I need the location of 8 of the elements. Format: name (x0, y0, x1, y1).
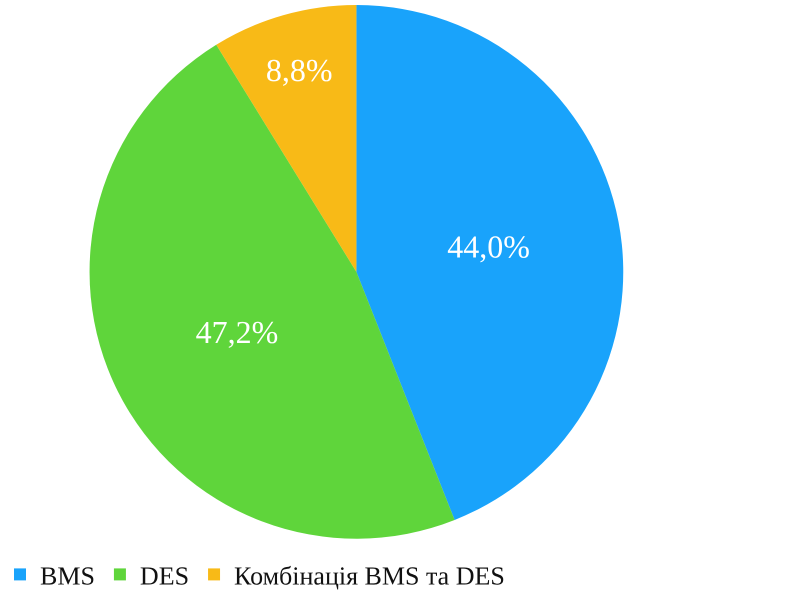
data-label: 8,8% (266, 52, 333, 88)
legend-label: DES (140, 562, 190, 591)
legend-label: Комбінація BMS та DES (234, 562, 505, 591)
pie-slice (216, 5, 356, 272)
legend-label: BMS (40, 562, 95, 591)
data-label: 47,2% (196, 314, 278, 350)
data-label: 44,0% (447, 228, 530, 265)
pie-slice (356, 5, 623, 520)
